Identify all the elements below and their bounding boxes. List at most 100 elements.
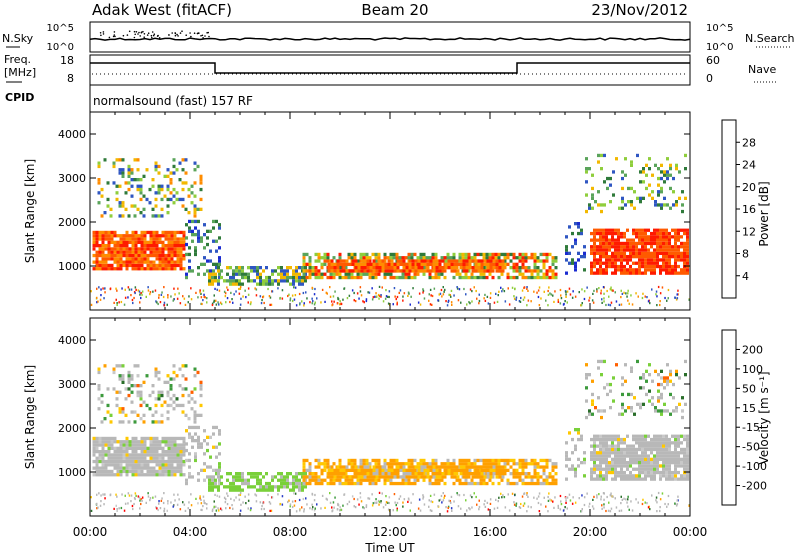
velocity-cell <box>244 495 246 498</box>
power-cell <box>638 238 641 242</box>
velocity-cell <box>642 402 645 406</box>
power-cell <box>107 244 111 248</box>
power-cell <box>509 259 513 263</box>
power-cell <box>413 262 417 266</box>
power-cell <box>161 291 163 294</box>
power-cell <box>637 295 639 298</box>
power-cell <box>611 241 614 246</box>
velocity-cell <box>193 417 197 421</box>
velocity-cell <box>157 370 161 375</box>
velocity-cell <box>596 467 599 471</box>
velocity-cell <box>247 478 250 482</box>
power-cell <box>166 303 168 306</box>
velocity-cell <box>332 501 335 504</box>
velocity-cell <box>194 439 197 443</box>
velocity-cell <box>605 461 608 465</box>
velocity-cell <box>110 463 114 467</box>
velocity-cell <box>585 376 588 380</box>
power-cell <box>179 263 183 268</box>
velocity-cell <box>232 481 235 486</box>
nsearch-dot <box>133 36 136 39</box>
power-cell <box>659 238 662 242</box>
power-cell <box>590 231 593 236</box>
velocity-cell <box>134 450 138 454</box>
velocity-cell <box>597 359 600 364</box>
velocity-cell <box>386 462 390 466</box>
power-cell <box>316 297 318 300</box>
velocity-cell <box>190 407 194 411</box>
velocity-cell <box>581 508 583 511</box>
velocity-cell <box>508 509 511 512</box>
power-cell <box>158 234 162 238</box>
power-cell <box>326 256 330 260</box>
power-cell <box>468 262 472 266</box>
velocity-cell <box>118 407 122 411</box>
power-cell <box>565 290 567 293</box>
power-cell <box>484 299 487 302</box>
velocity-cell <box>668 441 671 445</box>
velocity-cell <box>312 506 314 509</box>
power-cell <box>610 288 612 291</box>
velocity-cell <box>602 441 605 445</box>
velocity-cell <box>515 462 519 466</box>
power-cell <box>620 231 623 236</box>
velocity-cell <box>161 436 165 441</box>
power-cell <box>203 295 205 298</box>
velocity-cell <box>650 461 653 465</box>
velocity-cell <box>154 410 158 414</box>
power-cell <box>511 286 514 289</box>
velocity-cell <box>137 459 141 464</box>
power-cell <box>617 228 620 232</box>
velocity-cell <box>148 393 152 398</box>
power-cell <box>402 299 404 302</box>
velocity-cell <box>299 509 301 512</box>
power-cell <box>142 214 146 218</box>
velocity-cell <box>599 470 602 475</box>
power-cell <box>92 260 96 264</box>
velocity-cell <box>629 464 632 468</box>
power-cell <box>388 290 391 293</box>
power-cell <box>199 181 203 185</box>
velocity-cell <box>149 456 153 460</box>
velocity-cell <box>270 509 273 512</box>
velocity-cell <box>113 450 117 454</box>
velocity-cell <box>456 492 458 495</box>
velocity-cell <box>402 465 406 469</box>
velocity-cell <box>100 500 102 503</box>
power-cell <box>393 287 396 290</box>
velocity-cell <box>565 477 568 481</box>
velocity-cell <box>574 474 577 478</box>
velocity-cell <box>432 475 436 479</box>
velocity-cell <box>660 376 663 380</box>
velocity-cell <box>268 501 271 504</box>
power-cell <box>677 255 680 259</box>
velocity-cell <box>167 453 171 457</box>
velocity-cell <box>600 359 603 364</box>
power-cell <box>287 294 289 298</box>
velocity-cell <box>498 472 502 476</box>
velocity-cell <box>145 403 149 408</box>
velocity-cell <box>305 458 309 463</box>
velocity-cell <box>164 473 168 477</box>
power-cell <box>571 245 574 249</box>
nsky-panel: N.Sky 10^5 10^0 10^5 10^0 N.Search <box>2 21 795 53</box>
nsearch-label: N.Search <box>745 32 795 45</box>
power-cell <box>215 262 218 266</box>
velocity-cell <box>235 485 238 489</box>
power-cell <box>291 299 294 303</box>
power-cell <box>602 271 605 275</box>
power-cell <box>638 228 641 232</box>
velocity-cell <box>647 447 650 452</box>
velocity-cell <box>167 469 171 474</box>
velocity-cell <box>632 437 635 442</box>
power-cell <box>680 271 683 275</box>
power-cell <box>588 296 591 299</box>
power-cell <box>489 266 493 270</box>
power-cell <box>299 303 301 306</box>
power-cell <box>602 261 605 265</box>
velocity-cell <box>686 434 689 438</box>
power-cell <box>330 262 334 266</box>
velocity-cell <box>225 507 227 510</box>
power-cell <box>137 263 141 268</box>
power-cell <box>137 250 141 254</box>
